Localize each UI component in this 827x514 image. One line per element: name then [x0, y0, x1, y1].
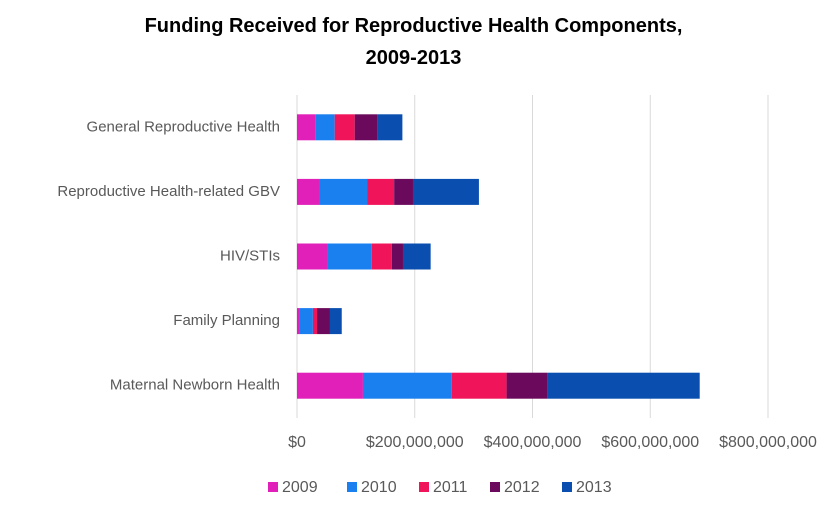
- x-tick-label: $600,000,000: [601, 434, 699, 451]
- bar-segment: [297, 372, 363, 399]
- bar-segment: [412, 178, 479, 205]
- legend-label: 2012: [504, 479, 540, 496]
- bar-segment: [334, 114, 355, 141]
- legend-swatch: [268, 482, 278, 492]
- y-tick-label: Maternal Newborn Health: [110, 377, 280, 394]
- legend-swatch: [562, 482, 572, 492]
- bar-segment: [317, 308, 330, 335]
- bar-segment: [391, 243, 403, 270]
- y-tick-label: General Reproductive Health: [87, 118, 280, 135]
- bar-segment: [367, 178, 395, 205]
- bar-segment: [297, 178, 320, 205]
- legend-swatch: [347, 482, 357, 492]
- legend-label: 2013: [576, 479, 612, 496]
- bar-segment: [327, 243, 372, 270]
- bar-segment: [377, 114, 403, 141]
- bar-segment: [312, 308, 318, 335]
- bar-segment: [394, 178, 413, 205]
- bar-segment: [362, 372, 452, 399]
- y-tick-label: HIV/STIs: [220, 247, 280, 264]
- chart-title: Funding Received for Reproductive Health…: [144, 15, 683, 69]
- x-tick-label: $0: [288, 434, 306, 451]
- x-tick-label: $800,000,000: [719, 434, 817, 451]
- bar-segment: [297, 114, 316, 141]
- legend-label: 2009: [282, 479, 318, 496]
- bar-segment: [299, 308, 313, 335]
- bar-segment: [371, 243, 392, 270]
- legend-label: 2011: [433, 479, 468, 496]
- legend-swatch: [490, 482, 500, 492]
- legend-label: 2010: [361, 479, 397, 496]
- x-tick-label: $200,000,000: [366, 434, 464, 451]
- y-tick-label: Family Planning: [173, 312, 280, 329]
- bar-segment: [402, 243, 431, 270]
- legend-swatch: [419, 482, 429, 492]
- bar-segment: [451, 372, 507, 399]
- bar-segment: [506, 372, 548, 399]
- bar-segment: [315, 114, 335, 141]
- bar-segment: [547, 372, 700, 399]
- bar-segment: [319, 178, 368, 205]
- bar-segment: [329, 308, 342, 335]
- bar-segment: [297, 243, 328, 270]
- bar-segment: [297, 308, 300, 335]
- bar-segment: [354, 114, 378, 141]
- x-tick-label: $400,000,000: [484, 434, 582, 451]
- y-tick-label: Reproductive Health-related GBV: [57, 183, 280, 200]
